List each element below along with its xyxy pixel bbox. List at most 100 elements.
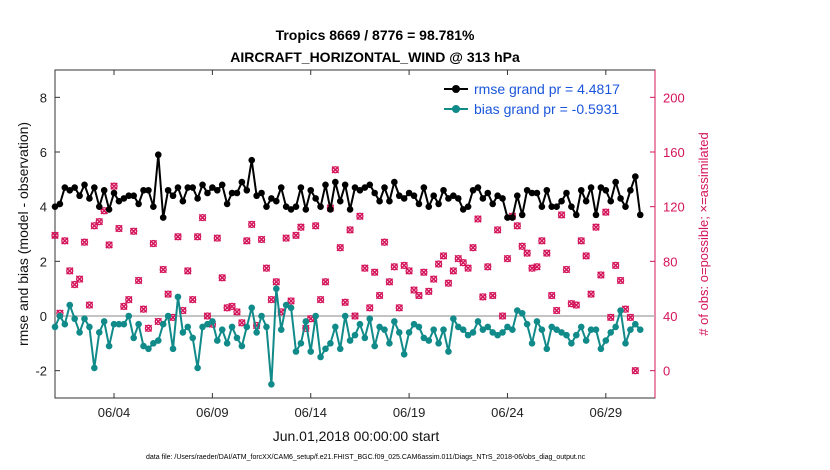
rmse-point — [400, 195, 408, 202]
obs-count-point — [233, 308, 241, 316]
bias-point — [194, 364, 201, 372]
bias-point — [563, 331, 570, 339]
obs-count-point — [479, 293, 487, 301]
obs-possible-marker — [612, 261, 620, 270]
obs-assimilated-marker — [370, 268, 379, 276]
rmse-point — [440, 186, 447, 194]
obs-count-point — [247, 220, 256, 229]
obs-count-point — [316, 295, 325, 304]
bias-point — [513, 307, 521, 314]
bias-point — [76, 329, 83, 336]
y-tick-label: 8 — [40, 90, 47, 105]
bias-point — [213, 337, 221, 344]
obs-count-point — [272, 278, 281, 286]
obs-count-point — [592, 223, 600, 231]
obs-assimilated-marker — [557, 211, 566, 219]
obs-count-point — [115, 224, 123, 233]
bias-point — [273, 285, 280, 292]
bias-point — [435, 340, 442, 347]
obs-count-point — [434, 260, 443, 268]
rmse-point — [297, 184, 305, 191]
obs-assimilated-marker — [503, 254, 512, 263]
bias-point — [464, 331, 472, 339]
y2-axis: 0 40 80 120 160 200 — [650, 70, 685, 398]
obs-assimilated-marker — [198, 213, 207, 222]
rmse-point — [558, 197, 565, 205]
bias-point — [577, 323, 585, 331]
obs-assimilated-marker — [154, 317, 163, 326]
obs-assimilated-marker — [577, 237, 585, 245]
obs-possible-marker — [454, 254, 462, 263]
obs-assimilated-marker — [592, 223, 600, 231]
obs-assimilated-marker — [120, 302, 128, 311]
obs-possible-marker — [474, 215, 482, 223]
obs-possible-marker — [498, 312, 507, 320]
rmse-point — [86, 195, 93, 202]
obs-count-point — [449, 267, 458, 275]
obs-count-point — [213, 234, 222, 242]
obs-assimilated-marker — [420, 268, 428, 276]
obs-assimilated-marker — [110, 182, 118, 190]
obs-assimilated-marker — [366, 304, 374, 312]
rmse-point — [573, 211, 580, 219]
obs-possible-marker — [489, 291, 497, 300]
obs-assimilated-marker — [164, 290, 172, 298]
obs-possible-marker — [154, 317, 162, 326]
obs-count-point — [184, 267, 192, 275]
x-tick-label: 06/29 — [590, 405, 623, 420]
rmse-point — [450, 192, 457, 200]
rmse-point — [528, 189, 536, 197]
bias-point — [622, 340, 629, 347]
rmse-point — [277, 184, 285, 191]
rmse-point — [268, 195, 275, 202]
obs-count-point — [95, 217, 103, 226]
chart-title: Tropics 8669 / 8776 = 98.781% — [276, 27, 475, 43]
obs-possible-marker — [292, 231, 300, 240]
bias-point — [81, 315, 88, 323]
rmse-point — [474, 184, 482, 191]
obs-count-point — [356, 212, 364, 220]
bias-point — [568, 340, 575, 347]
obs-possible-marker — [533, 263, 541, 271]
x-tick-label: 06/04 — [98, 405, 131, 420]
bias-point — [391, 318, 398, 325]
legend-rmse-marker — [452, 85, 460, 93]
rmse-point — [263, 203, 270, 210]
obs-count-point — [144, 324, 153, 333]
obs-count-point — [198, 213, 207, 222]
rmse-point — [248, 156, 256, 164]
rmse-point — [169, 192, 177, 200]
obs-assimilated-marker — [257, 235, 266, 244]
bias-point — [479, 326, 487, 333]
bias-point — [110, 320, 118, 328]
obs-count-point — [395, 304, 403, 312]
obs-assimilated-marker — [498, 312, 507, 320]
obs-possible-marker — [572, 301, 580, 309]
bias-point — [366, 315, 374, 323]
obs-count-point — [572, 301, 581, 309]
bias-series-points — [51, 285, 644, 388]
obs-assimilated-marker — [233, 308, 241, 316]
obs-possible-marker — [75, 275, 84, 283]
bias-point — [238, 342, 246, 350]
bias-point — [140, 342, 147, 350]
obs-assimilated-marker — [518, 242, 526, 251]
obs-count-point — [110, 182, 118, 190]
legend: rmse grand pr = 4.4817 bias grand pr = -… — [444, 81, 620, 117]
obs-possible-marker — [193, 233, 202, 241]
rmse-point — [253, 192, 260, 200]
bias-point — [341, 312, 349, 320]
obs-possible-marker — [420, 268, 428, 276]
obs-count-point — [616, 276, 625, 285]
bias-point — [287, 304, 295, 312]
obs-possible-marker — [366, 304, 374, 312]
rmse-point — [95, 203, 103, 210]
data-file-footnote: data file: /Users/raeder/DAI/ATM_forcXX/… — [146, 454, 586, 461]
obs-possible-marker — [439, 252, 448, 260]
bias-point — [130, 334, 137, 342]
rmse-point — [523, 186, 531, 194]
rmse-point — [484, 189, 492, 197]
bias-point — [597, 345, 605, 353]
obs-count-point — [577, 237, 585, 245]
bias-point — [159, 320, 167, 328]
